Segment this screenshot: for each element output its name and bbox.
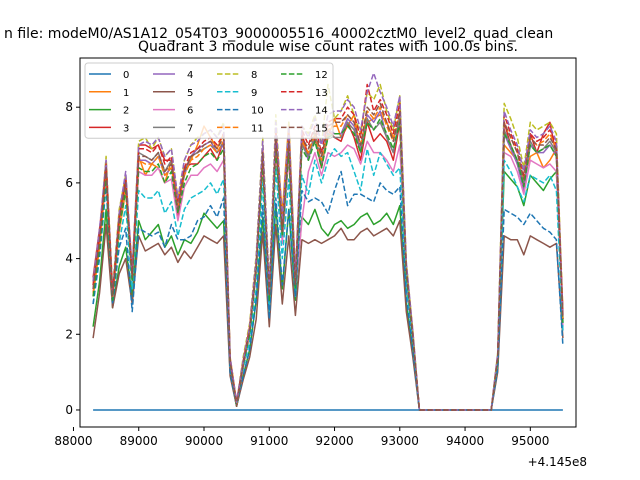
legend-label: 14 bbox=[315, 106, 328, 117]
legend-label: 0 bbox=[123, 70, 129, 81]
x-tick-label: 95000 bbox=[511, 434, 549, 448]
legend-label: 8 bbox=[251, 70, 257, 81]
y-tick-label: 4 bbox=[65, 252, 73, 266]
x-offset-label: +4.145e8 bbox=[528, 455, 587, 469]
legend-label: 5 bbox=[187, 88, 193, 99]
axes: 88000 89000 90000 91000 92000 93000 94000 95000… bbox=[54, 100, 549, 448]
x-tick-label: 88000 bbox=[54, 434, 92, 448]
series-line-15 bbox=[92, 102, 564, 411]
figure-suptitle: n file: modeM0/AS1A12_054T03_9000005516_… bbox=[4, 26, 553, 42]
y-tick-label: 0 bbox=[65, 403, 73, 417]
legend-box bbox=[84, 62, 334, 139]
legend-label: 12 bbox=[315, 70, 328, 81]
axes-frame bbox=[79, 57, 577, 428]
legend-label: 1 bbox=[123, 88, 129, 99]
x-tick-label: 94000 bbox=[446, 434, 484, 448]
legend-label: 15 bbox=[315, 123, 328, 134]
chart-title: Quadrant 3 module wise count rates with … bbox=[138, 39, 518, 55]
legend-label: 3 bbox=[123, 123, 129, 134]
legend-label: 9 bbox=[251, 88, 257, 99]
series-line-9 bbox=[92, 148, 564, 411]
legend-label: 10 bbox=[251, 106, 264, 117]
legend-label: 6 bbox=[187, 106, 193, 117]
x-tick-label: 91000 bbox=[250, 434, 288, 448]
y-tick-label: 8 bbox=[65, 100, 73, 114]
x-tick-label: 90000 bbox=[185, 434, 223, 448]
x-tick-label: 93000 bbox=[381, 434, 419, 448]
series-line-3 bbox=[92, 121, 564, 411]
legend-label: 13 bbox=[315, 88, 328, 99]
legend-label: 11 bbox=[251, 123, 264, 134]
legend-label: 4 bbox=[187, 70, 193, 81]
y-tick-label: 6 bbox=[65, 176, 73, 190]
y-tick-label: 2 bbox=[65, 327, 73, 341]
x-tick-label: 92000 bbox=[315, 434, 353, 448]
legend-label: 7 bbox=[187, 123, 193, 134]
series-line-5 bbox=[92, 219, 564, 411]
x-tick-label: 89000 bbox=[120, 434, 158, 448]
legend-label: 2 bbox=[123, 106, 129, 117]
